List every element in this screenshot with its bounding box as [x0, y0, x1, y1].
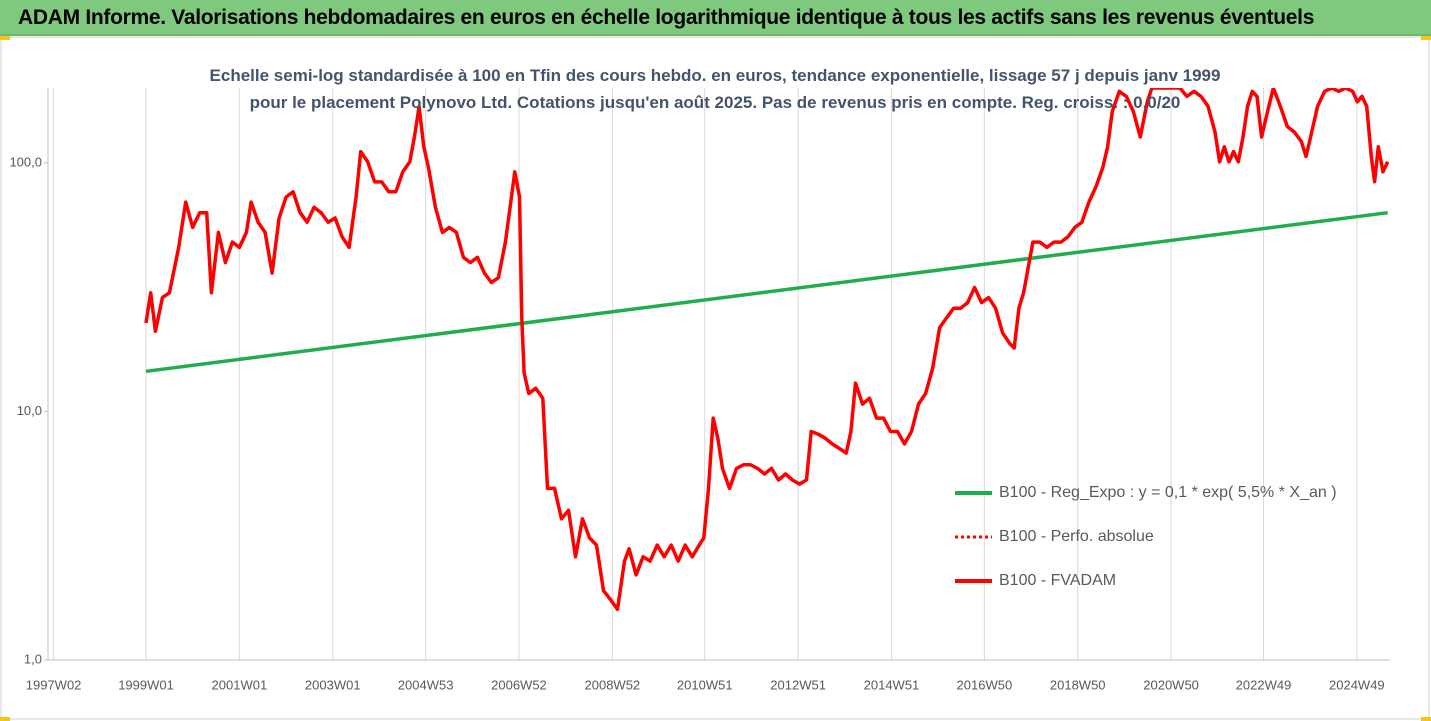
header: ADAM Informe. Valorisations hebdomadaire… — [0, 0, 1431, 36]
corner-mark — [0, 717, 10, 721]
x-tick-label: 2014W51 — [864, 677, 920, 692]
series-line — [145, 210, 1388, 374]
y-tick-label: 100,0 — [9, 154, 42, 169]
x-tick-label: 2008W52 — [585, 677, 641, 692]
y-tick-label: 10,0 — [17, 403, 42, 418]
x-tick-label: 2024W49 — [1329, 677, 1385, 692]
x-tick-label: 2006W52 — [491, 677, 547, 692]
x-tick-label: 2004W53 — [398, 677, 454, 692]
series-line — [144, 88, 1390, 612]
corner-mark — [0, 36, 10, 40]
y-tick-label: 1,0 — [24, 651, 42, 666]
legend-label: B100 - Perfo. absolue — [999, 528, 1154, 545]
x-tick-label: 2016W50 — [957, 677, 1013, 692]
x-tick-label: 1997W02 — [26, 677, 82, 692]
x-tick-label: 1999W01 — [118, 677, 174, 692]
corner-mark — [1421, 36, 1431, 40]
legend: B100 - Reg_Expo : y = 0,1 * exp( 5,5% * … — [955, 484, 1337, 589]
legend-label: B100 - FVADAM — [999, 572, 1116, 589]
grid — [53, 88, 1358, 660]
x-tick-label: 2020W50 — [1143, 677, 1199, 692]
x-tick-label: 2003W01 — [305, 677, 361, 692]
x-tick-label: 2001W01 — [212, 677, 268, 692]
plot-area — [144, 88, 1390, 612]
chart-subtitle: Echelle semi-log standardisée à 100 en T… — [209, 66, 1221, 112]
x-tick-label: 2010W51 — [677, 677, 733, 692]
x-tick-label: 2012W51 — [770, 677, 826, 692]
x-tick-label: 2022W49 — [1236, 677, 1292, 692]
x-tick-label: 2018W50 — [1050, 677, 1106, 692]
corner-mark — [1421, 717, 1431, 721]
page-title: ADAM Informe. Valorisations hebdomadaire… — [18, 6, 1315, 29]
legend-label: B100 - Reg_Expo : y = 0,1 * exp( 5,5% * … — [999, 484, 1337, 501]
axes: 1997W02 1999W01 2001W01 2003W01 2004W53 2006W… — [9, 88, 1390, 692]
